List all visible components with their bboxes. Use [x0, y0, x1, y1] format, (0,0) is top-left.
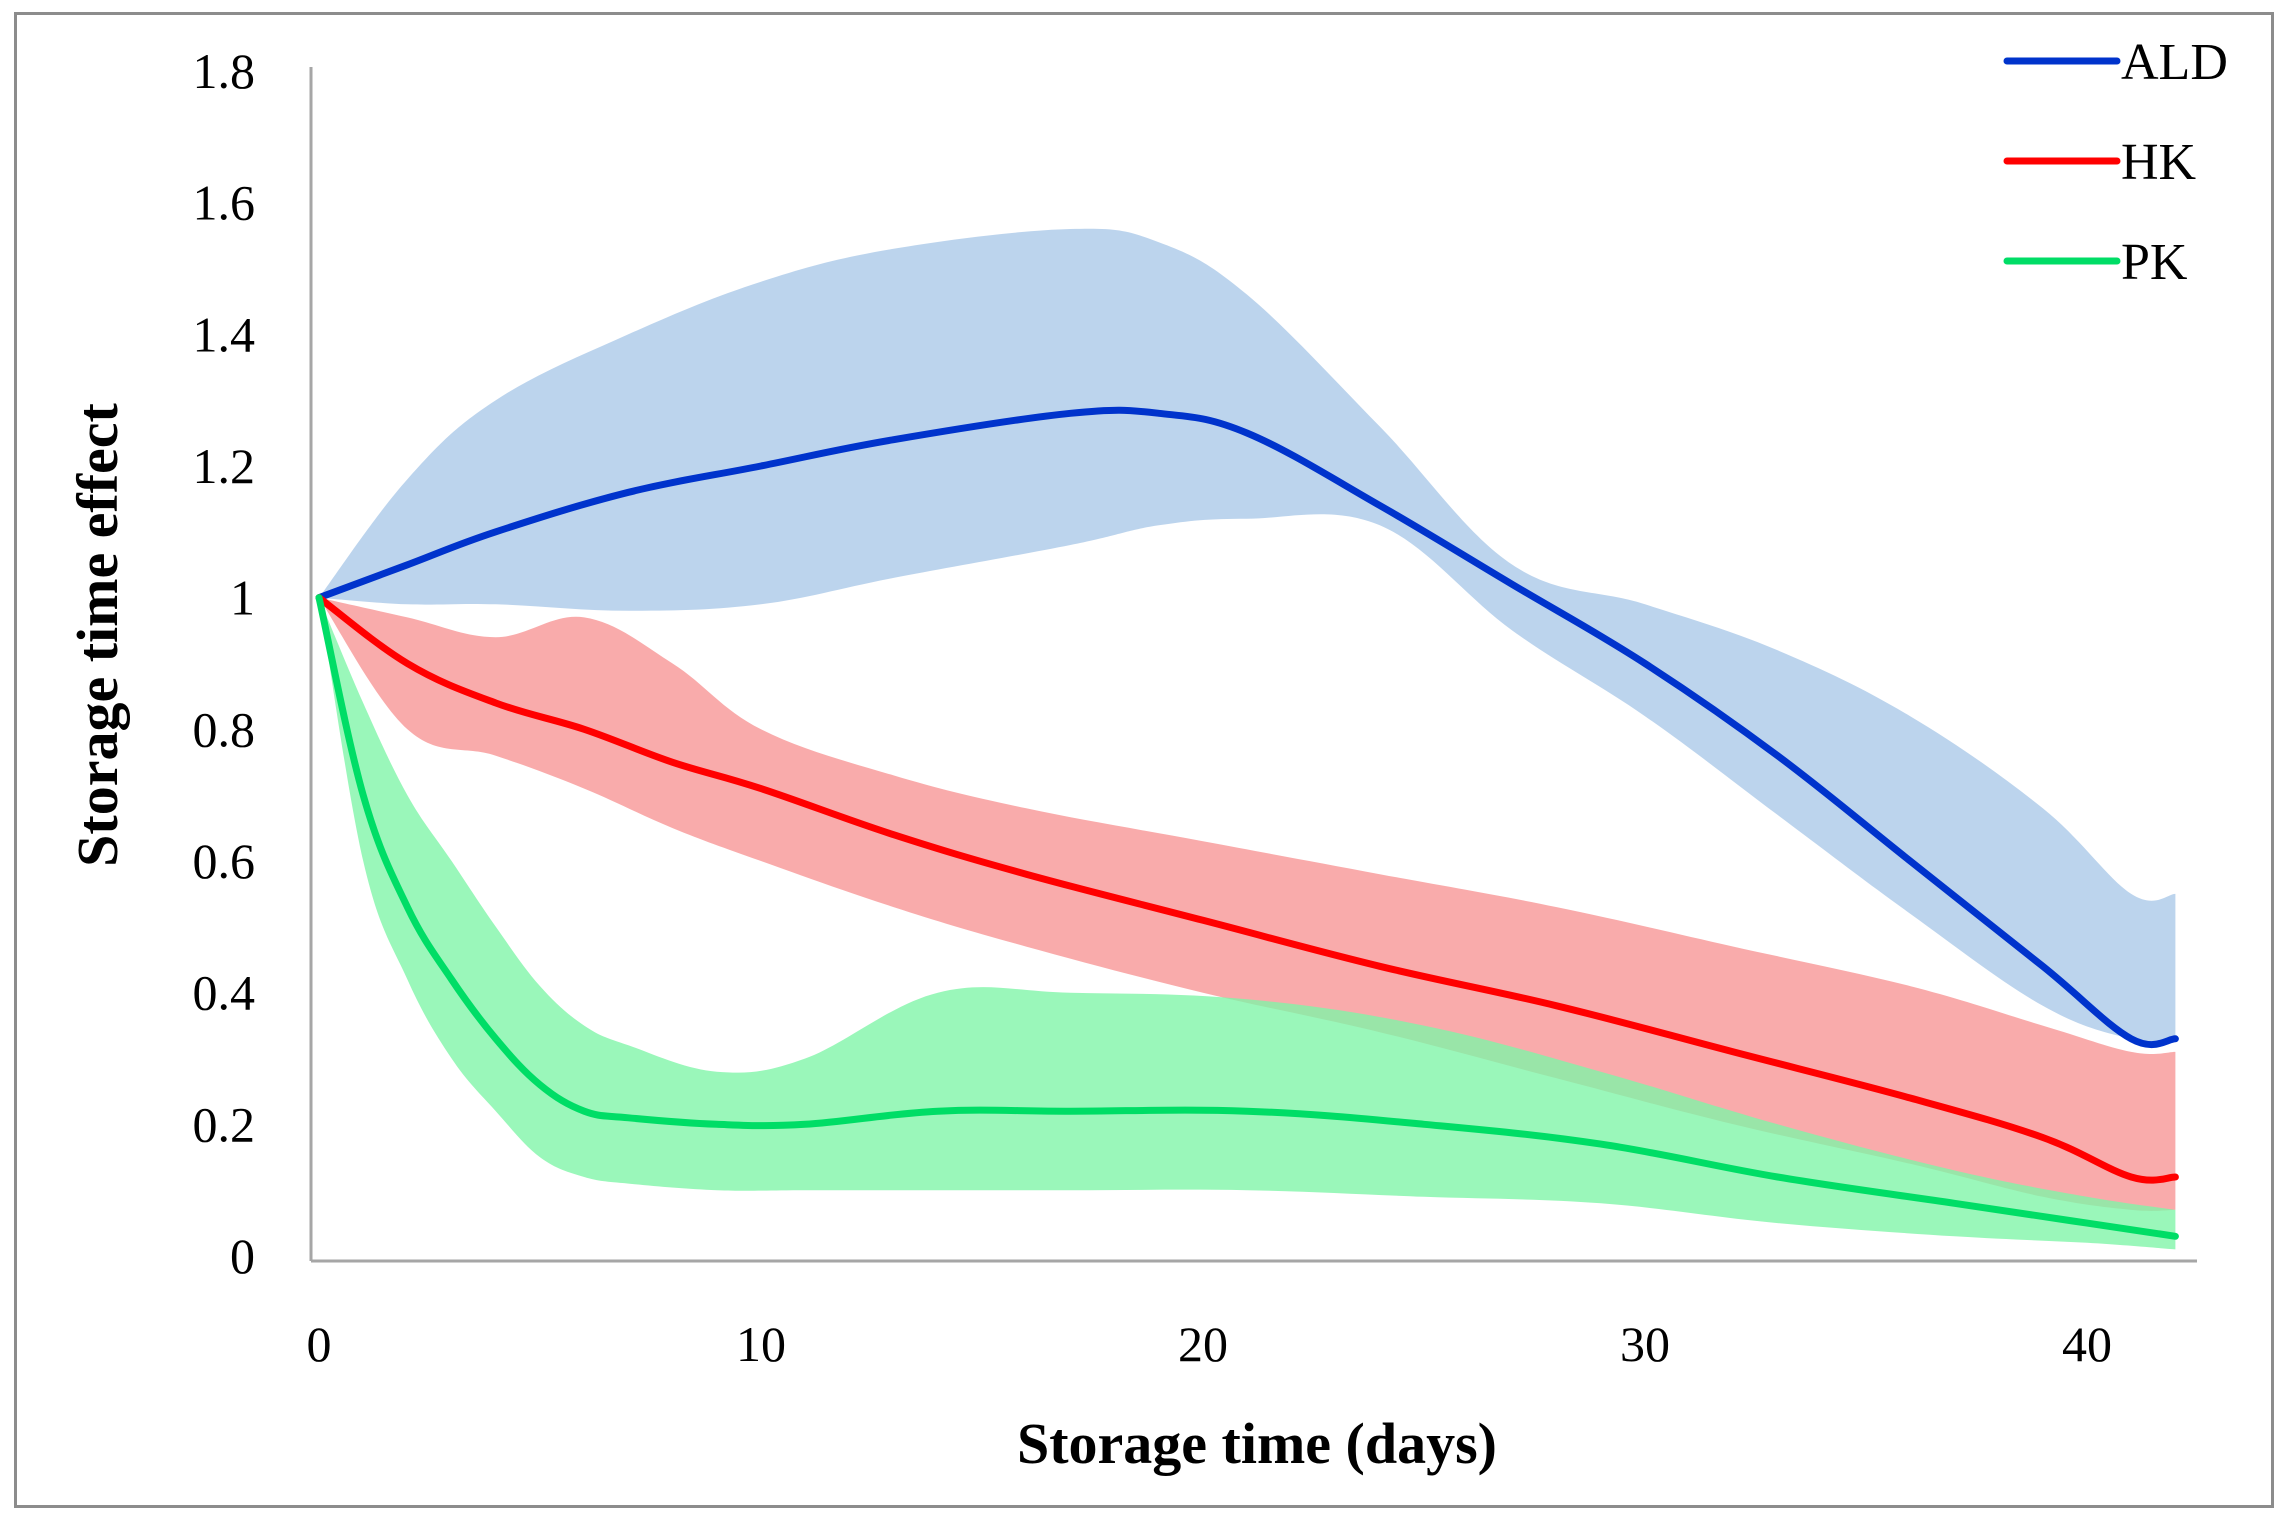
y-tick-label: 1.2 [193, 438, 256, 494]
series-line-hk [315, 594, 2179, 1184]
y-axis-title: Storage time effect [65, 402, 130, 866]
x-tick-label: 10 [736, 1316, 786, 1372]
x-tick-label: 40 [2062, 1316, 2112, 1372]
bands-layer [319, 228, 2176, 1250]
axes-layer [309, 67, 2197, 1263]
x-axis-title: Storage time (days) [1017, 1411, 1497, 1476]
chart-frame: 0 0.2 0.4 0.6 0.8 1 1.2 1.4 1.6 1.8 0 10 20 30 40 Stor… [14, 12, 2274, 1508]
x-tick-label: 20 [1178, 1316, 1228, 1372]
legend-label-pk: PK [2121, 234, 2188, 291]
chart-svg: 0 0.2 0.4 0.6 0.8 1 1.2 1.4 1.6 1.8 0 10 20 30 40 Stor… [65, 34, 2228, 1476]
legend-label-hk: HK [2121, 134, 2197, 191]
y-tick-label: 1.8 [193, 43, 256, 99]
legend-label-ald: ALD [2121, 34, 2228, 91]
band-ald [319, 228, 2176, 1042]
x-tick-label: 30 [1620, 1316, 1670, 1372]
y-tick-label: 0.8 [193, 701, 256, 757]
legend: ALD HK PK [2003, 34, 2228, 291]
lines-layer [315, 406, 2179, 1240]
band-pk [319, 597, 2176, 1250]
y-tick-label: 1 [230, 570, 255, 626]
ticks-layer: 0 0.2 0.4 0.6 0.8 1 1.2 1.4 1.6 1.8 0 10 20 30 40 [193, 43, 2113, 1372]
y-tick-label: 0 [230, 1228, 255, 1284]
y-tick-label: 0.4 [193, 965, 256, 1021]
y-tick-label: 0.2 [193, 1096, 256, 1152]
series-line-ald [315, 406, 2179, 1049]
y-tick-label: 1.4 [193, 306, 256, 362]
series-line-pk [315, 594, 2179, 1240]
y-tick-label: 1.6 [193, 175, 256, 231]
y-tick-label: 0.6 [193, 833, 256, 889]
x-tick-label: 0 [307, 1316, 332, 1372]
band-hk [319, 597, 2176, 1211]
